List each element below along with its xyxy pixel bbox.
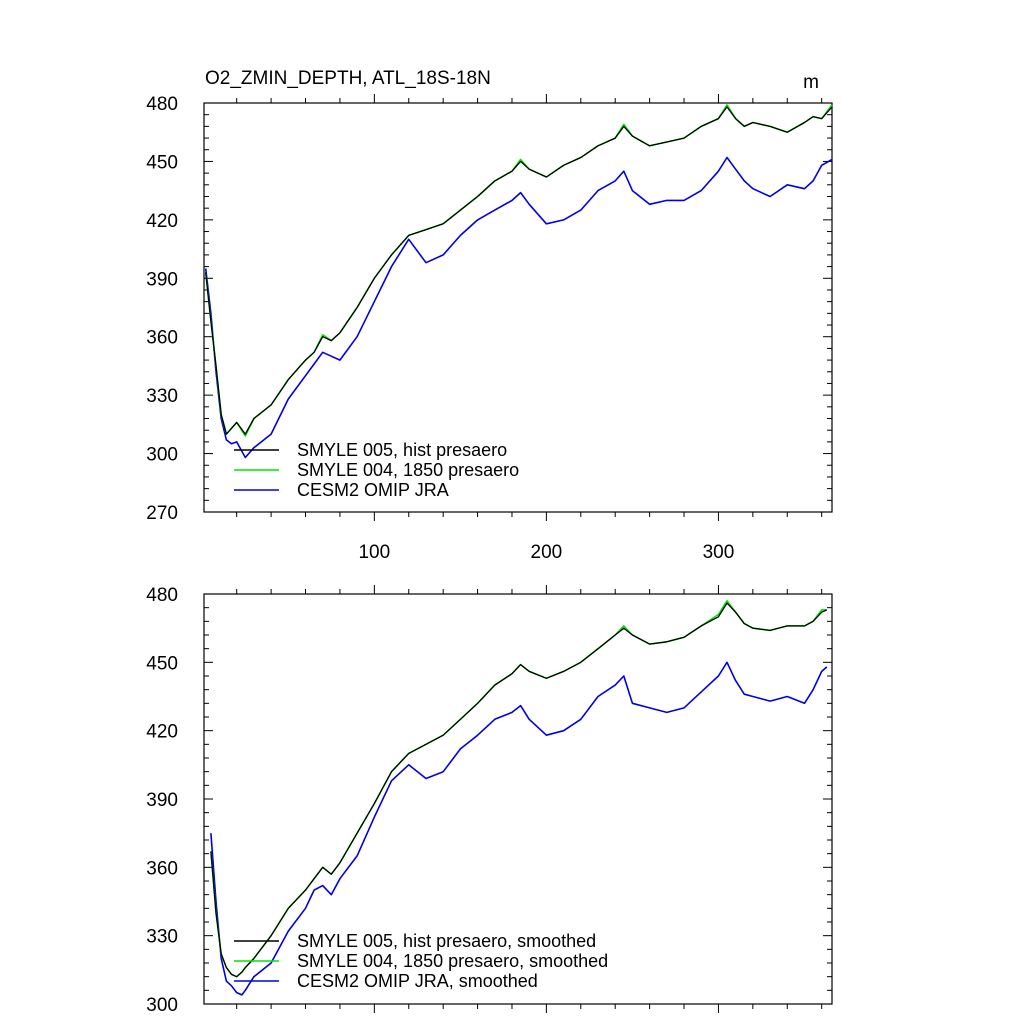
y-tick-label: 300	[146, 995, 178, 1016]
y-tick-label: 330	[146, 386, 178, 407]
y-tick-label: 450	[146, 653, 178, 674]
top-panel: 270 300 330 360 390 420 450 480 100 200 300 SMYLE 0…	[146, 94, 833, 563]
series-line	[210, 602, 828, 978]
x-tick-label: 300	[703, 542, 735, 563]
legend-label: SMYLE 005, hist presaero	[297, 440, 507, 460]
legend-label: SMYLE 004, 1850 presaero	[297, 460, 519, 480]
series-line	[205, 106, 833, 435]
y-tick-label: 390	[146, 269, 178, 290]
y-tick-label: 360	[146, 858, 178, 879]
units-label: m	[803, 72, 819, 93]
y-tick-label: 420	[146, 211, 178, 232]
legend-label: SMYLE 005, hist presaero, smoothed	[297, 931, 596, 951]
legend-label: SMYLE 004, 1850 presaero, smoothed	[297, 951, 608, 971]
chart-title: O2_ZMIN_DEPTH, ATL_18S-18N	[205, 68, 491, 89]
plot-frame	[203, 102, 833, 513]
y-tick-label: 390	[146, 790, 178, 811]
x-tick-label: 100	[358, 542, 390, 563]
series-line	[210, 600, 827, 978]
legend-label: CESM2 OMIP JRA	[297, 480, 449, 500]
x-tick-label: 200	[531, 542, 563, 563]
legend-label: CESM2 OMIP JRA, smoothed	[297, 971, 538, 991]
series-line	[204, 156, 833, 459]
series-line	[204, 104, 833, 437]
y-tick-label: 480	[146, 585, 178, 606]
y-tick-label: 480	[146, 94, 178, 115]
y-tick-label: 420	[146, 722, 178, 743]
y-tick-label: 330	[146, 927, 178, 948]
y-tick-label: 360	[146, 328, 178, 349]
series-line	[210, 661, 828, 996]
y-tick-label: 300	[146, 445, 178, 466]
bottom-panel: 300 330 360 390 420 450 480 SMYLE 005, hist pre…	[146, 585, 833, 1016]
y-tick-label: 270	[146, 503, 178, 524]
y-tick-label: 450	[146, 152, 178, 173]
